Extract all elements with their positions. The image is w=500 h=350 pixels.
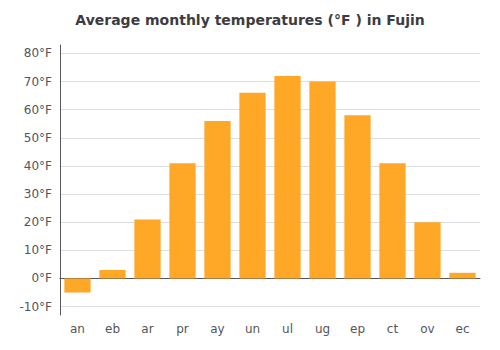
svg-text:10°F: 10°F: [24, 243, 52, 257]
svg-text:ar: ar: [141, 322, 153, 336]
svg-text:pr: pr: [176, 322, 189, 336]
svg-text:eb: eb: [105, 322, 120, 336]
svg-text:Average monthly temperatures (: Average monthly temperatures (°F ) in Fu…: [75, 12, 424, 28]
svg-text:80°F: 80°F: [24, 46, 52, 60]
svg-text:0°F: 0°F: [31, 271, 52, 285]
svg-text:ug: ug: [315, 322, 330, 336]
svg-text:40°F: 40°F: [24, 159, 52, 173]
svg-text:ay: ay: [210, 322, 224, 336]
svg-text:30°F: 30°F: [24, 187, 52, 201]
svg-text:20°F: 20°F: [24, 215, 52, 229]
svg-text:ul: ul: [282, 322, 293, 336]
svg-text:ec: ec: [456, 322, 470, 336]
svg-text:70°F: 70°F: [24, 75, 52, 89]
svg-text:un: un: [245, 322, 260, 336]
svg-text:ov: ov: [420, 322, 434, 336]
svg-text:50°F: 50°F: [24, 131, 52, 145]
svg-text:an: an: [70, 322, 85, 336]
svg-text:ct: ct: [387, 322, 399, 336]
svg-text:ep: ep: [350, 322, 365, 336]
svg-text:60°F: 60°F: [24, 103, 52, 117]
svg-text:-10°F: -10°F: [19, 300, 52, 314]
